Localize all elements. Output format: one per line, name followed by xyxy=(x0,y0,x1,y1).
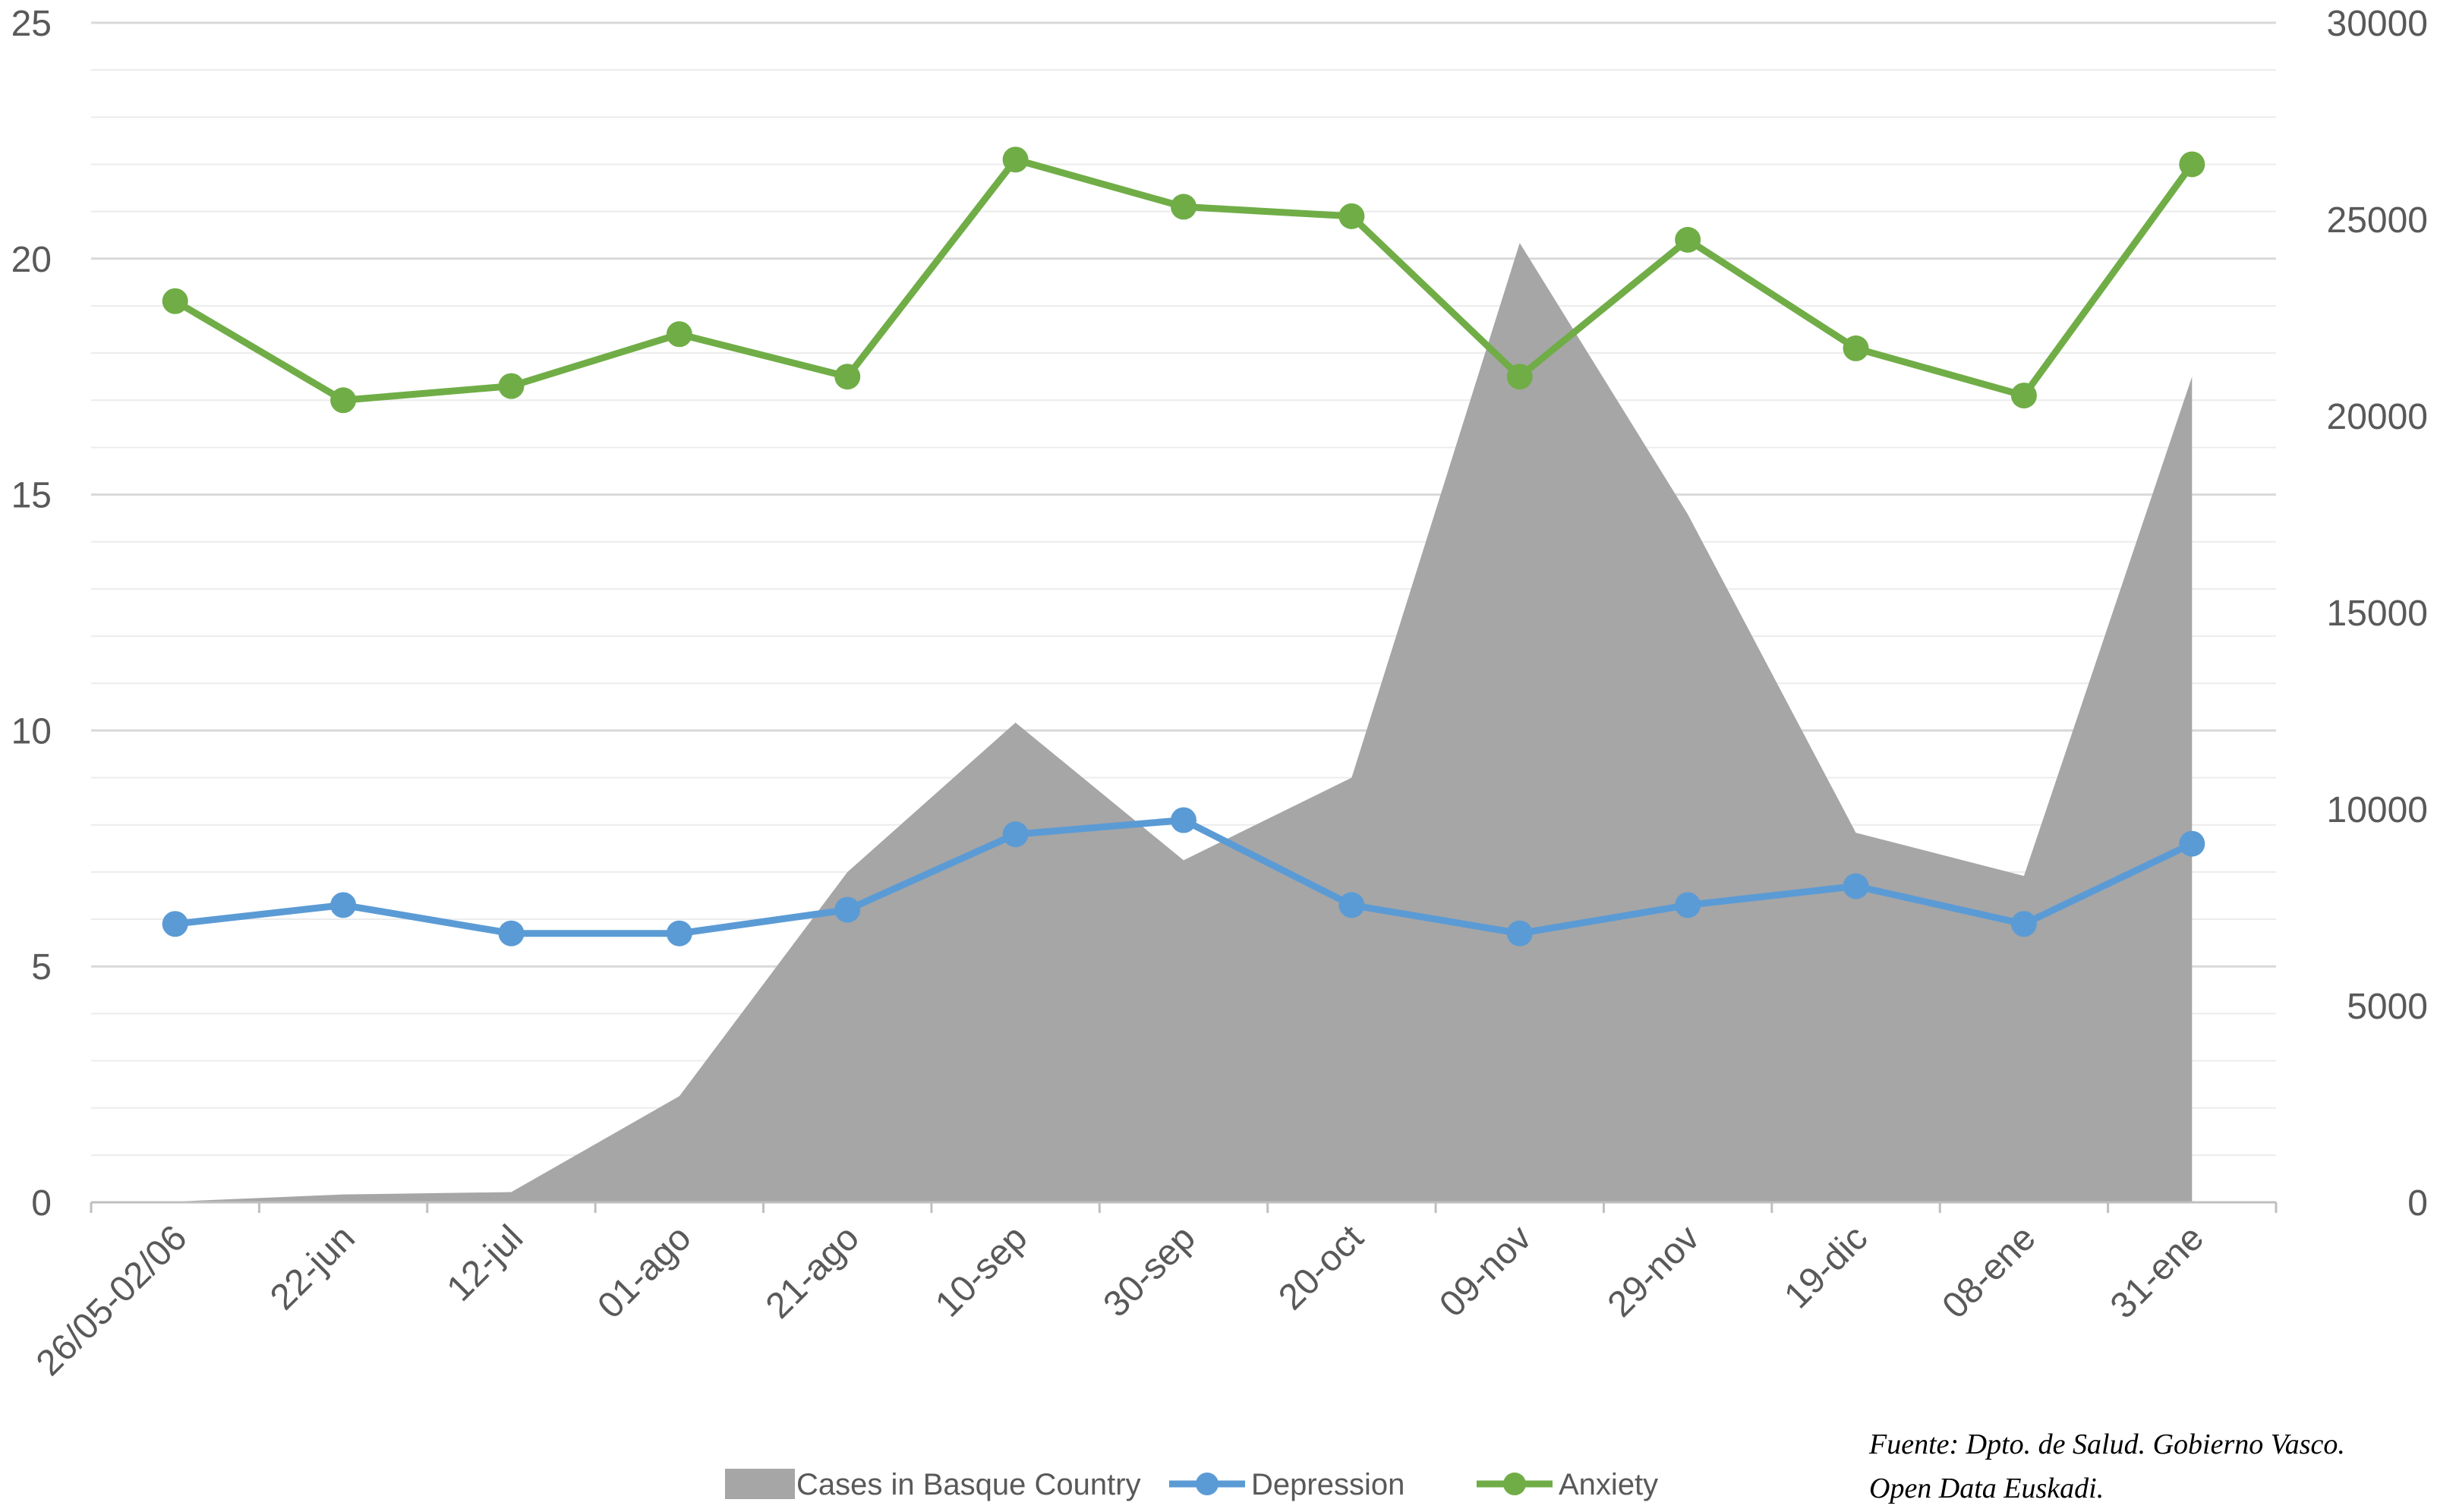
depression-point xyxy=(2010,911,2037,937)
right-y-tick-label: 10000 xyxy=(2327,790,2428,830)
x-tick-label: 10-sep xyxy=(928,1217,1035,1325)
depression-point xyxy=(1675,892,1701,918)
anxiety-point xyxy=(2179,151,2205,178)
depression-point xyxy=(1171,807,1196,833)
left-y-axis-ticks: 0 5 10 15 20 25 xyxy=(11,4,52,1224)
anxiety-point xyxy=(1506,364,1533,390)
x-tick-label: 26/05-02/06 xyxy=(29,1217,195,1384)
legend-marker-depression xyxy=(1196,1473,1218,1495)
anxiety-point xyxy=(1843,335,1869,361)
gridlines xyxy=(91,21,2276,1156)
depression-point xyxy=(2179,830,2205,857)
source-line-1: Fuente: Dpto. de Salud. Gobierno Vasco. xyxy=(1868,1429,2345,1460)
x-tick-label: 01-ago xyxy=(590,1217,698,1326)
source-line-2: Open Data Euskadi. xyxy=(1869,1473,2104,1504)
anxiety-point xyxy=(1338,203,1365,229)
right-y-tick-label: 5000 xyxy=(2347,987,2428,1027)
legend-marker-anxiety xyxy=(1503,1473,1526,1495)
x-tick-label: 20-oct xyxy=(1271,1217,1371,1318)
left-y-tick-label: 10 xyxy=(11,711,52,751)
x-tick-label: 22-jun xyxy=(263,1217,363,1318)
depression-point xyxy=(1338,892,1365,918)
left-y-tick-label: 15 xyxy=(11,476,52,516)
x-tick-label: 09-nov xyxy=(1432,1217,1539,1325)
right-y-axis-ticks: 0 5000 10000 15000 20000 25000 30000 xyxy=(2327,4,2428,1224)
x-axis-ticks: 26/05-02/06 22-jun 12-jul 01-ago 21-ago 10-se… xyxy=(29,1217,2212,1384)
anxiety-point xyxy=(1675,226,1701,253)
legend-label: Cases in Basque Country xyxy=(796,1468,1141,1501)
anxiety-point xyxy=(2010,383,2037,409)
left-y-tick-label: 5 xyxy=(31,947,52,988)
x-tick-label: 29-nov xyxy=(1600,1217,1707,1325)
x-tick-label: 19-dic xyxy=(1777,1217,1875,1316)
depression-point xyxy=(498,920,525,947)
legend-swatch-cases xyxy=(725,1469,795,1499)
source-note: Fuente: Dpto. de Salud. Gobierno Vasco. … xyxy=(1868,1429,2345,1504)
anxiety-point xyxy=(498,373,525,399)
right-y-tick-label: 25000 xyxy=(2327,200,2428,241)
left-y-tick-label: 25 xyxy=(11,4,52,44)
depression-point xyxy=(1843,873,1869,899)
cases-area xyxy=(175,243,2193,1203)
anxiety-point xyxy=(1002,146,1029,173)
x-tick-label: 08-ene xyxy=(1935,1217,2044,1326)
depression-point xyxy=(1506,920,1533,947)
legend: Cases in Basque Country Depression Anxiety xyxy=(725,1468,1658,1501)
legend-label: Depression xyxy=(1251,1468,1405,1501)
depression-point xyxy=(162,911,188,937)
line-series xyxy=(162,146,2205,947)
legend-label: Anxiety xyxy=(1559,1468,1658,1501)
depression-point xyxy=(330,892,357,918)
anxiety-point xyxy=(162,288,188,314)
cases-area-series xyxy=(175,243,2193,1203)
depression-point xyxy=(1002,821,1029,848)
left-y-tick-label: 0 xyxy=(31,1183,52,1224)
x-tick-label: 30-sep xyxy=(1096,1217,1203,1325)
right-y-tick-label: 0 xyxy=(2407,1183,2428,1224)
left-y-tick-label: 20 xyxy=(11,240,52,280)
right-y-tick-label: 15000 xyxy=(2327,594,2428,634)
depression-point xyxy=(666,920,692,947)
anxiety-point xyxy=(834,364,861,390)
anxiety-point xyxy=(330,387,357,414)
x-tick-label: 12-jul xyxy=(440,1217,531,1309)
x-tick-label: 21-ago xyxy=(758,1217,867,1326)
anxiety-point xyxy=(666,321,692,348)
x-tick-label: 31-ene xyxy=(2103,1217,2212,1326)
right-y-tick-label: 30000 xyxy=(2327,4,2428,44)
depression-point xyxy=(834,896,861,923)
anxiety-point xyxy=(1171,194,1196,220)
right-y-tick-label: 20000 xyxy=(2327,397,2428,437)
axes xyxy=(90,1201,2278,1213)
